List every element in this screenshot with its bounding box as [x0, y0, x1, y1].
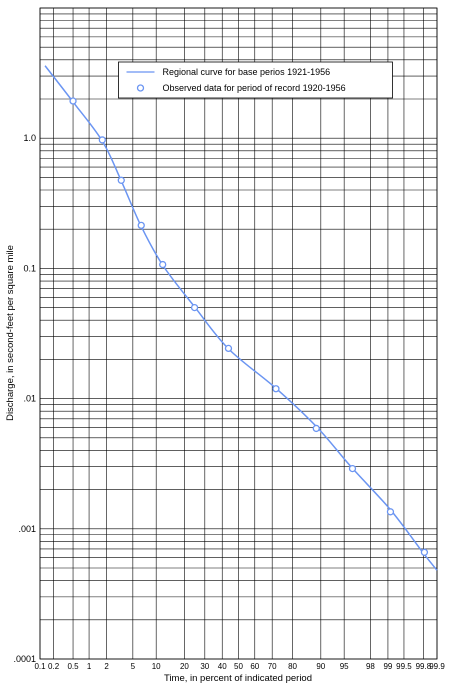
observed-point [420, 548, 429, 556]
plot-frame [39, 7, 438, 660]
x-tick-label: 10 [152, 662, 161, 671]
x-tick-label: 95 [340, 662, 349, 671]
legend-swatch [136, 84, 145, 92]
observed-point [348, 464, 357, 473]
legend-label: Regional curve for base perios 1921-1956 [163, 67, 331, 77]
observed-point [224, 344, 233, 353]
y-axis-label: Discharge, in second-feet per square mil… [5, 245, 16, 421]
x-tick-label: 80 [288, 662, 297, 671]
legend-box [118, 61, 393, 99]
x-tick-label: 2 [104, 662, 109, 671]
x-axis-label: Time, in percent of indicated period [164, 673, 312, 684]
observed-point [312, 424, 320, 433]
x-tick-label: 99.9 [429, 662, 445, 671]
observed-point [98, 136, 106, 144]
observed-point [137, 221, 145, 230]
y-tick-label: 1.0 [23, 133, 36, 143]
x-tick-label: 5 [131, 662, 136, 671]
x-tick-label: 20 [180, 662, 189, 671]
observed-point [272, 385, 280, 393]
observed-point [190, 303, 199, 312]
x-tick-label: 0.1 [34, 662, 46, 671]
x-tick-label: 30 [200, 662, 209, 671]
x-tick-label: 99.5 [396, 662, 412, 671]
y-tick-label: .01 [23, 394, 36, 404]
observed-point [117, 176, 125, 184]
x-tick-label: 1 [87, 662, 92, 671]
observed-point [386, 508, 395, 516]
x-tick-label: 60 [250, 662, 259, 671]
x-tick-label: 0.2 [48, 662, 60, 671]
x-tick-label: 90 [316, 662, 325, 671]
y-tick-label: .001 [18, 524, 36, 534]
observed-point [159, 260, 167, 269]
regional-curve [44, 65, 438, 571]
y-tick-label: 0.1 [23, 263, 36, 273]
x-tick-label: 40 [218, 662, 227, 671]
legend-label: Observed data for period of record 1920-… [163, 83, 346, 93]
y-tick-label: .0001 [13, 654, 36, 664]
x-tick-label: 99.8 [416, 662, 432, 671]
x-tick-label: 70 [268, 662, 277, 671]
x-tick-label: 0.5 [67, 662, 79, 671]
x-tick-label: 98 [366, 662, 375, 671]
x-tick-label: 99 [383, 662, 392, 671]
observed-point [69, 97, 77, 105]
x-tick-label: 50 [234, 662, 243, 671]
